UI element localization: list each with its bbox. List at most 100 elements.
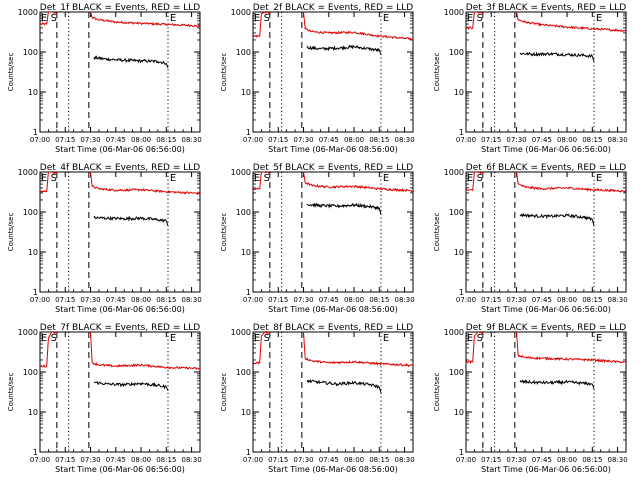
panel: Det_9f BLACK = Events, RED = LLD Counts/s…: [433, 323, 628, 474]
events-rate-line: [93, 381, 169, 391]
event-marker-label: S: [477, 13, 483, 24]
x-axis-label: Start Time (06-Mar-06 08:56:00): [268, 305, 398, 314]
x-tick-label: 07:00: [30, 296, 50, 304]
event-marker-label: E: [467, 173, 473, 184]
y-tick-label: 1: [459, 448, 464, 457]
x-tick-label: 08:30: [607, 456, 627, 464]
y-tick-label: 10: [454, 248, 464, 257]
x-tick-label: 08:30: [607, 296, 627, 304]
chart-title: Det_9f BLACK = Events, RED = LLD: [466, 323, 626, 333]
y-tick-label: 100: [23, 368, 38, 377]
events-rate-line: [519, 51, 595, 62]
x-tick-label: 08:00: [344, 296, 364, 304]
x-tick-label: 07:45: [106, 456, 126, 464]
plot-frame: [39, 171, 201, 293]
events-rate-line: [306, 202, 382, 215]
x-tick-label: 07:15: [55, 136, 75, 144]
y-axis-label: Counts/sec: [433, 373, 441, 412]
x-tick-label: 08:15: [156, 456, 176, 464]
series-group: [253, 12, 413, 55]
x-tick-label: 07:15: [481, 136, 501, 144]
x-tick-label: 08:30: [394, 296, 414, 304]
y-tick-label: 1: [459, 128, 464, 137]
plot-frame: [465, 11, 627, 133]
x-axis-label: Start Time (06-Mar-06 06:56:00): [481, 145, 611, 154]
x-tick-label: 08:30: [181, 456, 201, 464]
y-tick-label: 100: [449, 208, 464, 217]
y-tick-label: 10: [241, 408, 251, 417]
x-tick-label: 07:45: [532, 456, 552, 464]
lld-rate-line: [253, 172, 413, 193]
event-marker-label: E: [596, 13, 602, 24]
x-tick-label: 08:30: [181, 136, 201, 144]
y-axis-label: Counts/sec: [7, 213, 15, 252]
y-axis-label: Counts/sec: [220, 373, 228, 412]
series-group: [40, 12, 200, 69]
event-marker-label: E: [170, 333, 176, 344]
y-tick-label: 100: [236, 208, 251, 217]
x-tick-label: 08:15: [156, 136, 176, 144]
y-tick-label: 1000: [444, 168, 464, 177]
plot-frame: [465, 171, 627, 293]
y-tick-label: 10: [241, 88, 251, 97]
series-group: [253, 172, 413, 215]
x-axis-label: Start Time (06-Mar-06 08:56:00): [268, 465, 398, 474]
event-marker-label: E: [41, 173, 47, 184]
x-tick-label: 07:30: [80, 456, 100, 464]
x-tick-label: 07:00: [243, 456, 263, 464]
plot-frame: [39, 331, 201, 453]
event-marker-label: E: [170, 13, 176, 24]
y-tick-label: 100: [23, 208, 38, 217]
plot-frame: [252, 171, 414, 293]
y-tick-label: 1000: [231, 8, 251, 17]
panel: Det_6f BLACK = Events, RED = LLD Counts/s…: [433, 163, 628, 314]
lld-rate-line: [253, 12, 413, 41]
y-tick-label: 100: [23, 48, 38, 57]
x-tick-label: 08:00: [131, 136, 151, 144]
panel: Det_7f BLACK = Events, RED = LLD Counts/s…: [7, 323, 202, 474]
series-group: [40, 332, 200, 391]
x-tick-label: 08:30: [607, 136, 627, 144]
x-tick-label: 07:15: [268, 456, 288, 464]
x-tick-label: 08:15: [369, 456, 389, 464]
chart-title: Det_7f BLACK = Events, RED = LLD: [40, 323, 200, 333]
y-tick-label: 10: [454, 408, 464, 417]
x-tick-label: 07:15: [268, 296, 288, 304]
y-tick-label: 1000: [231, 168, 251, 177]
event-marker-label: E: [467, 13, 473, 24]
x-tick-label: 07:30: [506, 456, 526, 464]
panel: Det_5f BLACK = Events, RED = LLD Counts/s…: [220, 163, 415, 314]
x-tick-label: 08:15: [582, 136, 602, 144]
x-tick-label: 08:30: [181, 296, 201, 304]
panel: Det_1f BLACK = Events, RED = LLD Counts/s…: [7, 3, 202, 154]
event-marker-label: S: [51, 333, 57, 344]
x-tick-label: 07:15: [55, 456, 75, 464]
event-marker-label: E: [41, 13, 47, 24]
lld-rate-line: [466, 172, 626, 193]
x-axis-label: Start Time (06-Mar-06 08:56:00): [268, 145, 398, 154]
events-rate-line: [519, 212, 595, 227]
y-tick-label: 10: [28, 408, 38, 417]
x-tick-label: 07:30: [293, 296, 313, 304]
events-rate-line: [519, 379, 595, 389]
y-tick-label: 10: [241, 248, 251, 257]
x-tick-label: 07:00: [30, 456, 50, 464]
panel: Det_2f BLACK = Events, RED = LLD Counts/s…: [220, 3, 415, 154]
y-tick-label: 1000: [18, 168, 38, 177]
x-axis-label: Start Time (06-Mar-06 06:56:00): [481, 465, 611, 474]
x-tick-label: 07:30: [80, 136, 100, 144]
y-tick-label: 1000: [18, 8, 38, 17]
events-rate-line: [93, 215, 169, 227]
x-tick-label: 08:00: [131, 456, 151, 464]
event-marker-label: E: [383, 13, 389, 24]
lld-rate-line: [466, 332, 626, 365]
panel: Det_3f BLACK = Events, RED = LLD Counts/s…: [433, 3, 628, 154]
event-marker-label: E: [254, 173, 260, 184]
event-marker-label: S: [264, 13, 270, 24]
lld-rate-line: [40, 12, 200, 28]
event-marker-label: S: [477, 173, 483, 184]
x-axis-label: Start Time (06-Mar-06 06:56:00): [55, 465, 185, 474]
y-tick-label: 1: [33, 128, 38, 137]
x-tick-label: 08:00: [344, 456, 364, 464]
